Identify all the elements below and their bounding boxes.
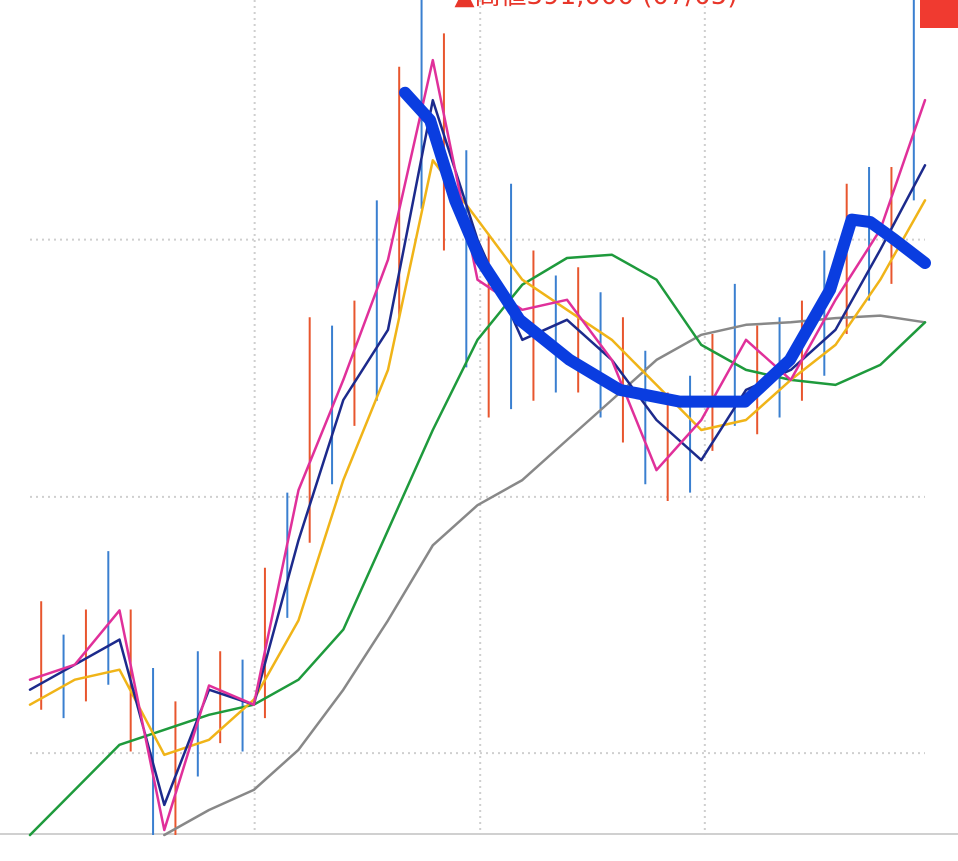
drawn-curve [399,86,931,408]
moving-average [28,159,927,757]
chart-title: ▲高値391,000 (07/05) [455,0,738,11]
plot [28,0,931,837]
price-tag [920,0,958,28]
moving-average [163,314,927,837]
